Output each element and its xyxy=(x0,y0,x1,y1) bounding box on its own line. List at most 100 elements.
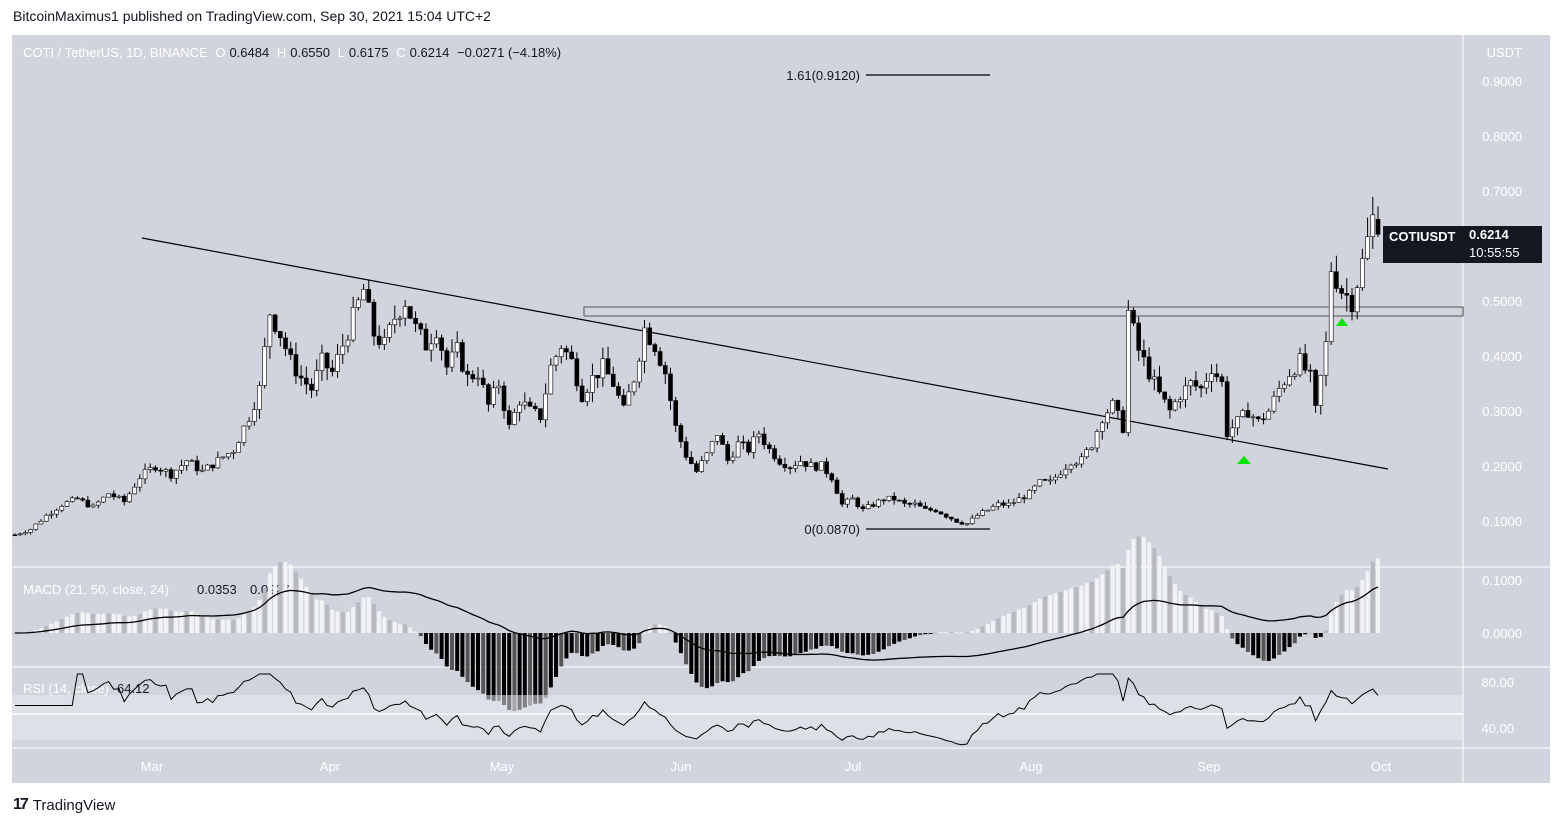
macd-bar xyxy=(767,633,772,657)
candle-body xyxy=(1271,395,1277,412)
candle-body xyxy=(850,497,855,500)
candle-body xyxy=(12,534,18,537)
candle-body xyxy=(309,383,314,391)
candle-body xyxy=(782,463,788,469)
candle-body xyxy=(496,385,502,389)
macd-bar xyxy=(1266,633,1271,661)
macd-bar xyxy=(345,612,350,633)
symbol-legend[interactable]: COTI / TetherUS, 1D, BINANCE O 0.6484 H 0.… xyxy=(23,45,565,60)
candle-body xyxy=(392,318,398,326)
symbol-name: COTI / TetherUS, 1D, BINANCE xyxy=(23,45,208,60)
macd-bar xyxy=(720,633,725,682)
macd-bar xyxy=(1173,584,1178,633)
macd-bar xyxy=(704,633,709,689)
candle-body xyxy=(1193,380,1199,387)
candle-body xyxy=(1256,416,1261,420)
candle-body xyxy=(272,314,278,332)
candle-body xyxy=(761,433,767,446)
candle-body xyxy=(1354,287,1360,313)
rsi-tick-80: 80.00 xyxy=(1481,675,1514,690)
candle-body xyxy=(1172,401,1178,411)
macd-bar xyxy=(215,619,220,633)
macd-bar xyxy=(1355,586,1360,633)
fib-label-bottom: 0(0.0870) xyxy=(804,522,860,537)
candle-body xyxy=(741,441,746,444)
macd-bar xyxy=(189,611,194,633)
macd-bar xyxy=(49,623,54,633)
footer-brand[interactable]: 17 TradingView xyxy=(13,796,115,814)
macd-bar xyxy=(449,633,454,670)
candle-body xyxy=(1214,373,1220,378)
macd-bar xyxy=(985,623,990,633)
price-axis-currency: USDT xyxy=(1487,45,1522,60)
candle-body xyxy=(205,464,210,471)
candle-body xyxy=(340,345,346,355)
candle-body xyxy=(1037,479,1043,487)
macd-bar xyxy=(205,617,210,633)
macd-bar xyxy=(886,633,891,647)
candle-body xyxy=(1266,410,1272,420)
candle-body xyxy=(897,499,902,502)
candle-body xyxy=(652,344,658,352)
candle-body xyxy=(1261,418,1266,421)
candle-body xyxy=(600,358,606,379)
candle-body xyxy=(595,374,600,379)
macd-bar xyxy=(137,614,142,633)
candle-body xyxy=(184,460,189,466)
candle-body xyxy=(558,348,564,357)
macd-bar xyxy=(975,629,980,633)
macd-bar xyxy=(522,633,527,708)
macd-bar xyxy=(965,632,970,634)
candle-body xyxy=(662,365,668,375)
candle-body xyxy=(361,289,366,301)
macd-line xyxy=(15,586,1379,661)
time-tick: Mar xyxy=(141,759,164,774)
descending-trendline[interactable] xyxy=(141,237,1389,470)
macd-bar xyxy=(1360,579,1365,633)
macd-bar xyxy=(1011,611,1016,633)
time-tick: Jun xyxy=(671,759,692,774)
candle-body xyxy=(1313,369,1318,406)
candle-body xyxy=(132,486,137,495)
price-axis-ticks[interactable]: 0.90000.80000.70000.60000.50000.40000.30… xyxy=(1482,74,1522,529)
last-price-tag[interactable]: COTIUSDT 0.6214 10:55:55 xyxy=(1383,226,1542,263)
candle-body xyxy=(933,509,939,513)
candle-body xyxy=(382,337,387,345)
macd-bar xyxy=(1199,606,1204,633)
macd-bar xyxy=(299,578,304,633)
macd-bar xyxy=(871,633,876,655)
macd-bar xyxy=(476,633,481,691)
macd-bar xyxy=(1219,616,1224,633)
macd-bar xyxy=(1334,601,1339,633)
macd-bar xyxy=(840,633,845,652)
time-axis-ticks[interactable]: Mar Apr May Jun Jul Aug Sep Oct xyxy=(141,759,1392,774)
macd-bar xyxy=(325,604,330,633)
candle-body xyxy=(647,327,652,345)
candle-body xyxy=(215,457,221,469)
macd-bar xyxy=(1079,585,1084,633)
macd-bar xyxy=(814,633,819,649)
candle-body xyxy=(735,441,741,458)
macd-bar xyxy=(678,633,683,654)
macd-bar xyxy=(845,633,850,654)
candle-body xyxy=(444,350,450,368)
candle-body xyxy=(720,435,725,445)
macd-bar xyxy=(491,633,496,701)
candle-body xyxy=(1011,502,1017,504)
candle-body xyxy=(1297,353,1303,376)
macd-bar xyxy=(1126,550,1131,633)
chart-frame[interactable] xyxy=(12,35,1550,783)
close-label: C xyxy=(396,45,406,60)
candle-body xyxy=(283,337,288,350)
macd-bar xyxy=(387,620,392,633)
macd-bar xyxy=(70,614,75,633)
candle-body xyxy=(17,533,23,536)
candle-body xyxy=(678,425,684,442)
candle-body xyxy=(1110,400,1115,414)
candle-body xyxy=(834,479,840,494)
macd-bar xyxy=(1152,548,1157,633)
candle-body xyxy=(938,511,944,515)
price-tick: 0.2000 xyxy=(1482,459,1522,474)
macd-bar xyxy=(595,633,600,652)
